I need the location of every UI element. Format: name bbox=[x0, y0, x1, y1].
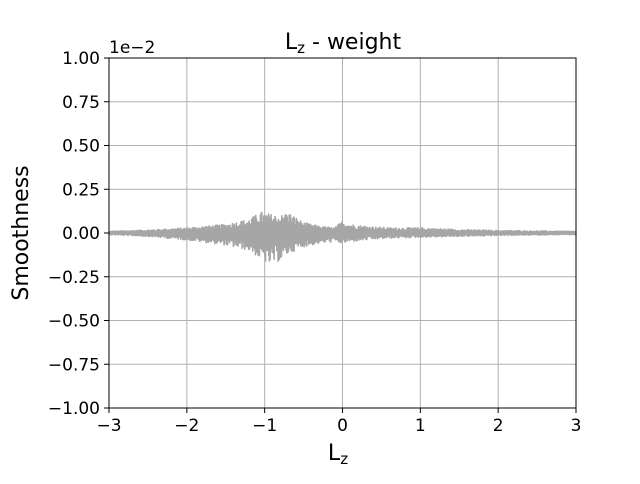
series-line bbox=[108, 211, 577, 263]
series-layer bbox=[108, 211, 577, 263]
x-tick-label: −2 bbox=[174, 416, 199, 436]
y-tick-label: 0.00 bbox=[62, 224, 100, 244]
x-tick-label: 0 bbox=[337, 416, 348, 436]
y-tick-label: 0.50 bbox=[62, 137, 100, 157]
y-tick-label: −0.75 bbox=[48, 355, 100, 375]
chart-title: Lz - weight bbox=[285, 30, 402, 57]
y-tick-label: 0.75 bbox=[62, 93, 100, 113]
y-tick-label: −0.50 bbox=[48, 312, 100, 332]
x-tick-label: −1 bbox=[252, 416, 277, 436]
x-tick-label: 1 bbox=[415, 416, 426, 436]
y-tick-label: −0.25 bbox=[48, 268, 100, 288]
y-tick-label: −1.00 bbox=[48, 399, 100, 419]
y-axis-label: Smoothness bbox=[9, 165, 34, 300]
x-tick-label: 3 bbox=[571, 416, 582, 436]
x-axis-label: Lz bbox=[328, 441, 348, 468]
y-tick-label: 1.00 bbox=[62, 49, 100, 69]
tick-layer: −3 −2 −1 0 1 2 3 −1.00 −0.75 −0.50 −0.25 0.00 0.25 0.… bbox=[48, 49, 582, 436]
y-offset-label: 1e−2 bbox=[109, 38, 155, 58]
x-tick-label: −3 bbox=[96, 416, 121, 436]
x-tick-label: 2 bbox=[493, 416, 504, 436]
y-tick-label: 0.25 bbox=[62, 180, 100, 200]
